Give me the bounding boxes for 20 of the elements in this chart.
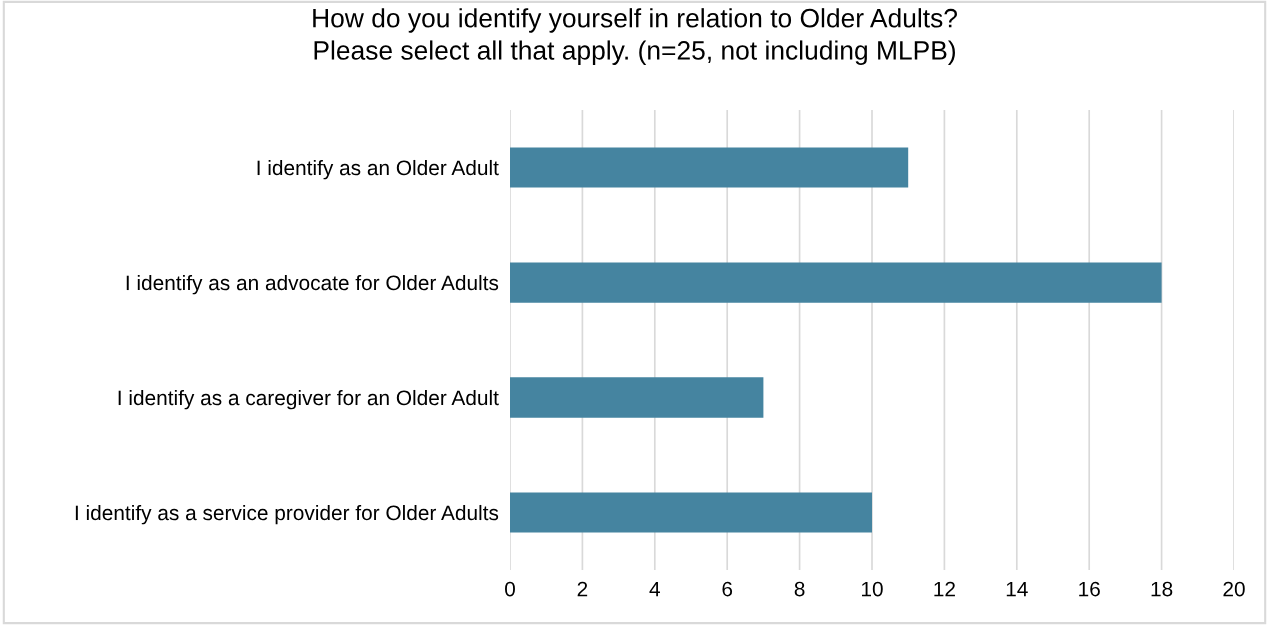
y-tick-label: I identify as a caregiver for an Older Adult <box>118 389 499 410</box>
y-tick-label: I identify as an advocate for Older Adults <box>126 274 499 295</box>
y-tick-label: I identify as a service provider for Older Adults <box>75 504 499 525</box>
bar <box>510 377 764 418</box>
x-tick-label: 20 <box>1223 581 1245 597</box>
x-tick-label: 16 <box>1079 581 1100 597</box>
x-tick-label: 12 <box>934 581 955 597</box>
bar <box>510 147 909 188</box>
x-tick-label: 0 <box>505 581 515 597</box>
bar <box>510 492 872 533</box>
x-tick-label: 2 <box>577 581 588 597</box>
x-tick-label: 8 <box>794 581 805 597</box>
x-tick-label: 6 <box>722 581 733 597</box>
x-tick-label: 10 <box>862 581 883 597</box>
chart-title: How do you identify yourself in relation to Older Adults? Please select all that apply. (n=25, not including MLPB) <box>313 8 957 65</box>
bar <box>510 262 1162 303</box>
x-tick-label: 14 <box>1006 581 1028 597</box>
x-tick-label: 4 <box>649 581 660 597</box>
y-tick-label: I identify as an Older Adult <box>257 159 499 180</box>
x-tick-label: 18 <box>1151 581 1173 597</box>
